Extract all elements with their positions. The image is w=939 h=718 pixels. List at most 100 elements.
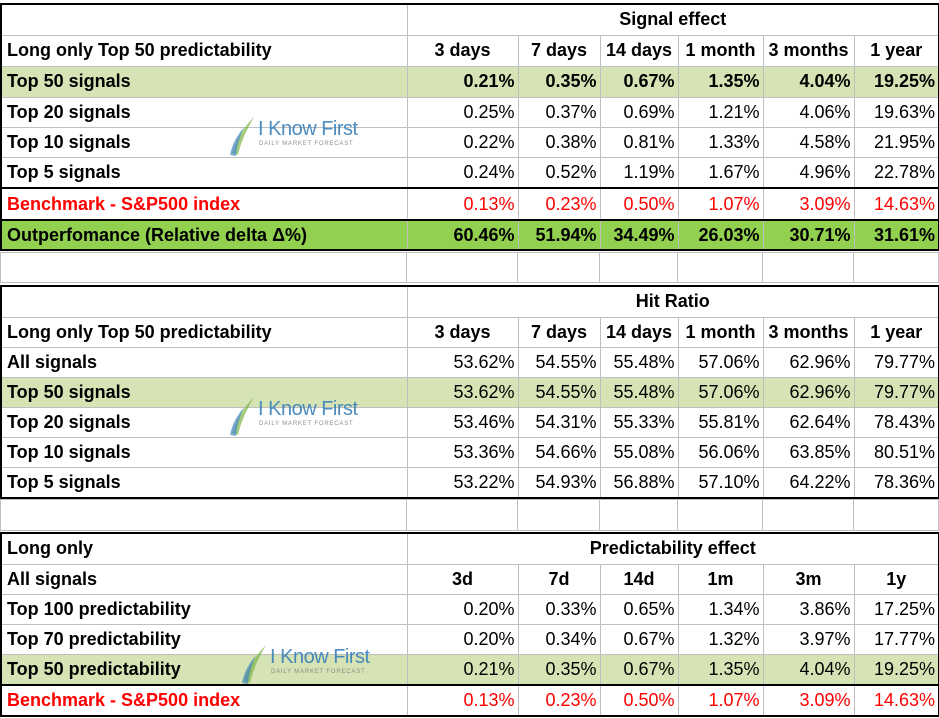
watermark-brand: I Know First [258,118,358,140]
table-row: Top 20 signals 0.25% 0.37% 0.69% 1.21% 4… [0,96,939,128]
empty-cell [762,499,854,531]
cell-value: 19.25% [853,653,939,686]
cell-value: 0.13% [406,187,519,221]
cell-value: 0.65% [599,593,679,625]
cell-value: 26.03% [677,219,764,251]
top-left-label: Long only [0,532,408,565]
cell-value: 1.35% [677,653,764,686]
row-label-header: Long only Top 50 predictability [0,34,408,67]
table-row: Top 70 predictability 0.20% 0.34% 0.67% … [0,623,939,655]
row-label: Benchmark - S&P500 index [0,187,408,221]
column-header: 3 days [406,316,519,348]
row-label: Top 100 predictability [0,593,408,625]
cell-value: 55.81% [677,406,764,438]
empty-cell [406,499,518,531]
row-label: Benchmark - S&P500 index [0,684,408,717]
column-header: 7 days [517,34,601,67]
cell-value: 1.07% [677,187,764,221]
logo-swoosh-icon [230,397,254,436]
cell-value: 14.63% [853,187,939,221]
cell-value: 14.63% [853,684,939,717]
cell-value: 60.46% [406,219,519,251]
cell-value: 0.23% [517,684,601,717]
cell-value: 1.19% [599,156,679,189]
cell-value: 54.55% [517,346,601,378]
row-label: All signals [0,346,408,378]
cell-value: 19.63% [853,96,939,128]
cell-value: 30.71% [762,219,855,251]
cell-value: 56.06% [677,436,764,468]
empty-cell [0,252,407,283]
cell-value: 3.86% [762,593,855,625]
logo-swoosh-icon [242,645,266,684]
cell-value: 0.13% [406,684,519,717]
cell-value: 0.52% [517,156,601,189]
spacer-row [0,499,939,531]
cell-value: 4.96% [762,156,855,189]
signal-effect-table: Signal effect Long only Top 50 predictab… [0,3,939,251]
cell-value: 1.35% [677,65,764,98]
cell-value: 34.49% [599,219,679,251]
cell-value: 51.94% [517,219,601,251]
column-header: 3d [406,563,519,595]
column-header: 14 days [599,34,679,67]
table-header-row: Signal effect [0,3,939,36]
cell-value: 0.34% [517,623,601,655]
empty-header-cell [0,3,408,36]
cell-value: 0.67% [599,623,679,655]
iknowfirst-watermark: I Know First DAILY MARKET FORECAST [240,643,370,687]
spacer-row [0,252,939,283]
column-header: 1 month [677,316,764,348]
cell-value: 53.62% [406,376,519,408]
row-label: Top 70 predictability [0,623,408,655]
cell-value: 3.97% [762,623,855,655]
column-header: 3 months [762,316,855,348]
cell-value: 17.25% [853,593,939,625]
cell-value: 57.10% [677,466,764,499]
column-header-row: All signals 3d 7d 14d 1m 3m 1y [0,563,939,595]
cell-value: 55.08% [599,436,679,468]
column-header: 1 year [853,316,939,348]
column-header: 1m [677,563,764,595]
column-header: 3 days [406,34,519,67]
cell-value: 57.06% [677,376,764,408]
table-header-row: Long only Predictability effect [0,532,939,565]
cell-value: 22.78% [853,156,939,189]
column-header: 14d [599,563,679,595]
column-header-row: Long only Top 50 predictability 3 days 7… [0,34,939,67]
cell-value: 0.33% [517,593,601,625]
cell-value: 0.20% [406,623,519,655]
table-row: Top 50 signals 0.21% 0.35% 0.67% 1.35% 4… [0,65,939,98]
column-header: 7 days [517,316,601,348]
cell-value: 0.67% [599,65,679,98]
empty-cell [0,499,407,531]
cell-value: 64.22% [762,466,855,499]
column-header: 1y [853,563,939,595]
cell-value: 53.62% [406,346,519,378]
empty-cell [677,499,763,531]
row-label: Top 10 signals [0,436,408,468]
cell-value: 0.22% [406,126,519,158]
empty-cell [599,252,678,283]
cell-value: 62.96% [762,376,855,408]
spacer-grid [0,252,939,283]
watermark-brand: I Know First [270,646,370,668]
hit-ratio-table: Hit Ratio Long only Top 50 predictabilit… [0,285,939,499]
cell-value: 0.69% [599,96,679,128]
row-label: Outperfomance (Relative delta Δ%) [0,219,408,251]
cell-value: 55.48% [599,346,679,378]
cell-value: 54.66% [517,436,601,468]
row-label-header: All signals [0,563,408,595]
watermark-tagline: DAILY MARKET FORECAST [259,141,354,147]
empty-cell [677,252,763,283]
table-row: Top 5 signals 0.24% 0.52% 1.19% 1.67% 4.… [0,156,939,189]
cell-value: 79.77% [853,376,939,408]
spacer-grid [0,499,939,531]
table-header-row: Hit Ratio [0,285,939,318]
cell-value: 4.58% [762,126,855,158]
row-label: Top 50 predictability [0,653,408,686]
cell-value: 0.50% [599,684,679,717]
cell-value: 0.50% [599,187,679,221]
cell-value: 0.24% [406,156,519,189]
